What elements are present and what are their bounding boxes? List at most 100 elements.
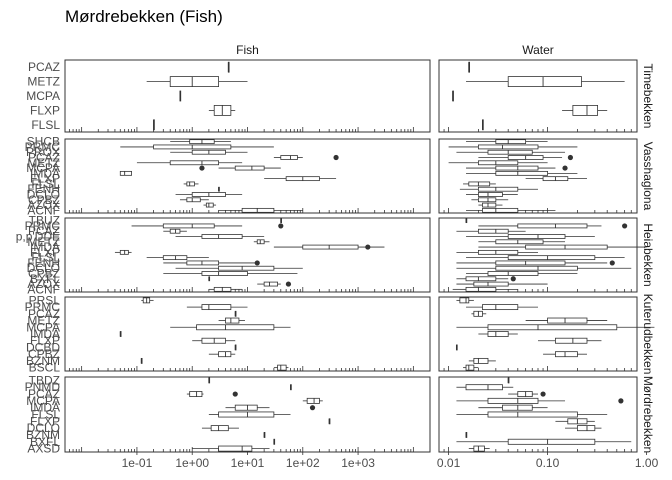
category-label: PCAZ <box>28 307 60 321</box>
outlier-point <box>254 260 260 266</box>
boxplot-fish-flsl <box>146 255 209 261</box>
facet-column-label: Water <box>522 43 554 57</box>
iqr-box <box>477 160 519 166</box>
boxplot-fish-prox <box>170 149 248 155</box>
outlier-point <box>365 244 371 250</box>
facet-panel <box>438 138 638 214</box>
iqr-box <box>477 192 503 197</box>
iqr-box <box>186 260 219 266</box>
category-label: PCAZ <box>28 151 60 165</box>
boxplot-fish-bznm <box>140 357 143 364</box>
category-label: PRSL <box>29 293 61 307</box>
facet-row-label: Kuterudbekken <box>641 294 655 375</box>
iqr-box <box>186 181 195 187</box>
iqr-box <box>306 397 320 404</box>
boxplot-water-flsl <box>456 411 608 418</box>
category-label: TBUZ <box>29 214 60 228</box>
boxplot-water-cpbz <box>466 271 578 276</box>
boxplot-water-mcpa <box>456 397 624 404</box>
category-label: FLXP <box>30 334 60 348</box>
boxplot-fish-cpbz <box>163 271 298 276</box>
boxplot-water-flsl <box>482 119 484 131</box>
category-label: MCPA <box>26 161 60 175</box>
boxplot-fish-acnf <box>218 207 303 213</box>
boxplot-fish-axsd <box>192 445 270 452</box>
boxplot-water-flxp <box>555 418 595 425</box>
category-label: AZOX <box>27 198 60 212</box>
boxplot-fish-flxp <box>192 337 236 344</box>
iqr-box <box>525 244 608 250</box>
boxplot-water-metz <box>525 317 608 324</box>
iqr-box <box>302 244 359 250</box>
iqr-box <box>482 202 497 208</box>
iqr-box <box>218 351 232 358</box>
boxplot-fish-mcpa <box>179 90 182 102</box>
boxplot-water-flsl <box>466 255 625 261</box>
boxplot-water-shcb <box>466 139 548 145</box>
boxplot-water-pcaz <box>456 228 526 234</box>
category-label: DCLO <box>27 261 60 275</box>
boxplot-fish-tbdz <box>208 377 211 384</box>
iqr-box <box>225 317 240 324</box>
boxplot-water-azox <box>478 202 503 208</box>
category-label: METZ <box>27 156 60 170</box>
iqr-box <box>234 404 258 411</box>
boxplot-water-acnf <box>452 286 518 292</box>
category-label: p,p'DDE <box>16 230 60 244</box>
boxplot-water-dclo <box>466 192 518 197</box>
boxplot-water-bznm <box>465 431 468 438</box>
boxplot-fish-bscl <box>273 364 289 371</box>
iqr-box <box>196 324 275 331</box>
category-label: FLSL <box>31 177 60 191</box>
category-label: BZNM <box>26 428 60 442</box>
iqr-box <box>162 255 188 261</box>
category-label: AZOX <box>27 277 60 291</box>
boxplot-water-pcaz <box>478 154 574 161</box>
category-label: IMDA <box>30 240 60 254</box>
boxplot-fish-bxfl <box>208 276 211 282</box>
iqr-box <box>465 276 497 282</box>
category-label: METZ <box>27 75 60 89</box>
boxplot-water-bznm <box>468 357 496 364</box>
boxplot-fish-pnmd <box>290 384 292 391</box>
boxplot-water-cpbz <box>471 197 509 203</box>
boxplot-water-bxfl <box>456 438 632 445</box>
iqr-box <box>241 207 275 213</box>
outlier-point <box>232 391 238 397</box>
boxplot-fish-flsl <box>183 181 199 187</box>
boxplot-fish-azox <box>257 281 292 287</box>
x-tick-label: 1e+02 <box>286 456 320 470</box>
category-label: SHCB <box>27 135 60 149</box>
iqr-box <box>473 281 509 287</box>
outlier-point <box>622 223 628 229</box>
boxplot-fish-bxfl <box>273 438 276 445</box>
iqr-box <box>473 357 489 364</box>
boxplot-fish-imda <box>119 170 132 176</box>
iqr-box <box>482 207 519 213</box>
boxplot-water-prmc <box>466 304 538 311</box>
outlier-point <box>278 223 284 229</box>
category-label: PRMC <box>25 219 61 233</box>
boxplot-fish-prmc <box>120 144 274 150</box>
boxplot-water-imda <box>466 170 578 176</box>
iqr-box <box>572 105 599 116</box>
category-label: CPBZ <box>28 267 60 281</box>
iqr-box <box>169 76 219 87</box>
category-label: FLXP <box>30 103 60 117</box>
facet-row-label: Timebekken <box>641 64 655 129</box>
category-label: ACNF <box>27 282 60 296</box>
iqr-box <box>487 271 539 276</box>
boxplot-water-dcbd <box>455 344 458 351</box>
iqr-box <box>210 425 229 432</box>
boxplot-water-pcaz <box>508 391 546 398</box>
boxplot-fish-mcpa <box>302 397 323 404</box>
x-tick-label: 0.01 <box>437 456 461 470</box>
iqr-box <box>218 265 275 271</box>
boxplot-water-cpbz <box>543 351 587 358</box>
facet-row-label: Vasshaglona <box>641 142 655 211</box>
category-label: IMDA <box>30 327 60 341</box>
category-label: CPBZ <box>28 347 60 361</box>
outlier-point <box>609 260 615 266</box>
x-tick-label: 1e+03 <box>341 456 375 470</box>
category-label: PNMD <box>25 380 61 394</box>
